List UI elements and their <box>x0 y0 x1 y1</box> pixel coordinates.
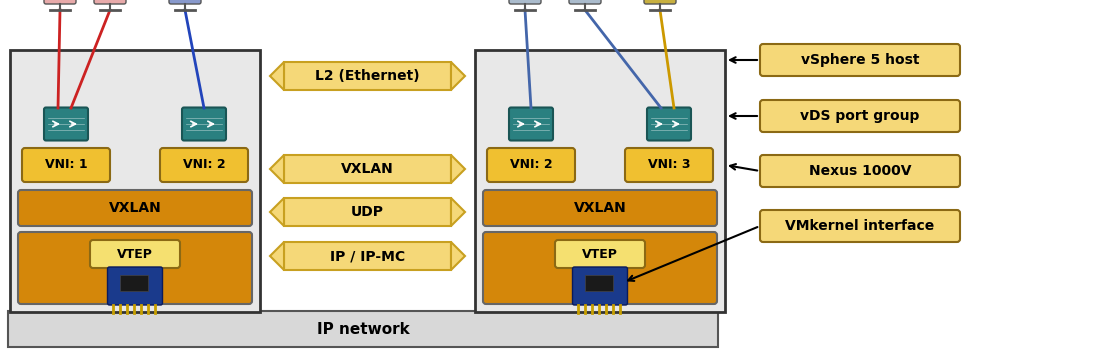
Bar <box>284 62 451 90</box>
Bar <box>284 242 451 270</box>
Text: IP: IP <box>592 277 607 291</box>
FancyBboxPatch shape <box>44 107 88 140</box>
Text: VNI: 1: VNI: 1 <box>45 159 88 172</box>
Text: IP network: IP network <box>316 322 409 337</box>
Text: VNI: 2: VNI: 2 <box>510 159 552 172</box>
Bar <box>284 198 451 226</box>
Text: IP: IP <box>127 277 142 291</box>
FancyBboxPatch shape <box>647 107 691 140</box>
Polygon shape <box>451 198 465 226</box>
Text: VXLAN: VXLAN <box>108 201 162 215</box>
FancyBboxPatch shape <box>509 107 552 140</box>
FancyBboxPatch shape <box>482 190 717 226</box>
Text: IP / IP-MC: IP / IP-MC <box>330 249 405 263</box>
Text: Nexus 1000V: Nexus 1000V <box>808 164 911 178</box>
Text: VTEP: VTEP <box>582 247 618 260</box>
FancyBboxPatch shape <box>482 232 717 304</box>
Text: VXLAN: VXLAN <box>341 162 394 176</box>
FancyBboxPatch shape <box>168 0 201 4</box>
Text: VMkernel interface: VMkernel interface <box>785 219 934 233</box>
FancyBboxPatch shape <box>22 148 110 182</box>
Text: vSphere 5 host: vSphere 5 host <box>801 53 919 67</box>
FancyBboxPatch shape <box>555 240 645 268</box>
Bar <box>584 275 613 291</box>
Bar <box>8 311 718 347</box>
FancyBboxPatch shape <box>44 0 75 4</box>
Text: UDP: UDP <box>351 205 384 219</box>
FancyBboxPatch shape <box>160 148 248 182</box>
FancyBboxPatch shape <box>94 0 126 4</box>
FancyBboxPatch shape <box>760 100 961 132</box>
Polygon shape <box>451 62 465 90</box>
Bar <box>475 50 725 312</box>
Bar <box>119 275 148 291</box>
Text: VNI: 2: VNI: 2 <box>183 159 225 172</box>
FancyBboxPatch shape <box>625 148 713 182</box>
FancyBboxPatch shape <box>18 190 252 226</box>
Text: VXLAN: VXLAN <box>573 201 627 215</box>
Text: vDS port group: vDS port group <box>801 109 920 123</box>
FancyBboxPatch shape <box>569 0 601 4</box>
FancyBboxPatch shape <box>760 44 961 76</box>
FancyBboxPatch shape <box>107 267 163 305</box>
FancyBboxPatch shape <box>182 107 226 140</box>
FancyBboxPatch shape <box>509 0 542 4</box>
FancyBboxPatch shape <box>644 0 676 4</box>
Bar <box>10 50 260 312</box>
Text: VNI: 3: VNI: 3 <box>648 159 690 172</box>
FancyBboxPatch shape <box>487 148 575 182</box>
FancyBboxPatch shape <box>18 232 252 304</box>
FancyBboxPatch shape <box>760 210 961 242</box>
Text: L2 (Ethernet): L2 (Ethernet) <box>315 69 420 83</box>
Polygon shape <box>270 242 284 270</box>
Polygon shape <box>270 62 284 90</box>
Polygon shape <box>270 198 284 226</box>
Polygon shape <box>451 155 465 183</box>
Polygon shape <box>270 155 284 183</box>
FancyBboxPatch shape <box>572 267 628 305</box>
Polygon shape <box>451 242 465 270</box>
Bar <box>284 155 451 183</box>
FancyBboxPatch shape <box>760 155 961 187</box>
FancyBboxPatch shape <box>90 240 181 268</box>
Text: VTEP: VTEP <box>117 247 153 260</box>
